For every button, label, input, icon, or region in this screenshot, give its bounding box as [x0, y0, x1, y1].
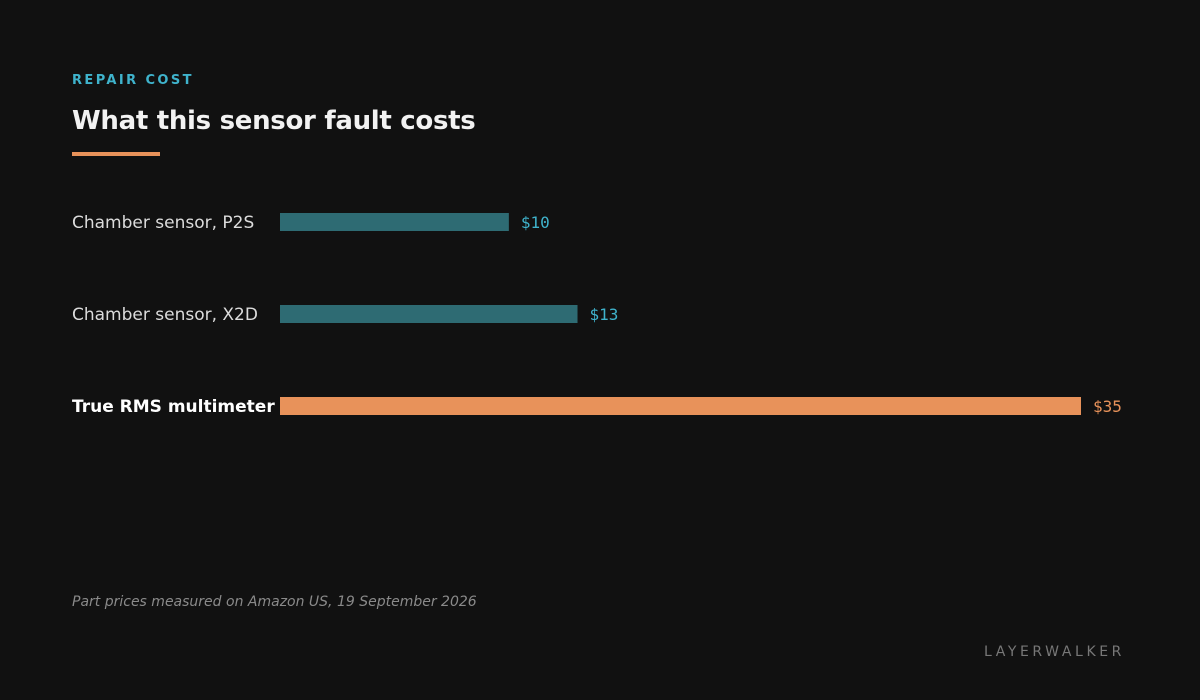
category-label: Chamber sensor, P2S [72, 213, 254, 233]
value-label: $10 [521, 213, 550, 232]
bar [280, 397, 1081, 415]
value-label: $13 [590, 305, 619, 324]
source-footnote: Part prices measured on Amazon US, 19 Se… [72, 594, 477, 610]
category-label: Chamber sensor, X2D [72, 305, 258, 325]
category-label: True RMS multimeter [72, 397, 275, 417]
bar [280, 305, 578, 323]
chart-title: What this sensor fault costs [72, 106, 476, 136]
title-accent-rule [72, 152, 160, 156]
brand-wordmark: LAYERWALKER [984, 644, 1125, 660]
chart-eyebrow: REPAIR COST [72, 73, 194, 88]
bar [280, 213, 509, 231]
value-label: $35 [1093, 397, 1122, 416]
